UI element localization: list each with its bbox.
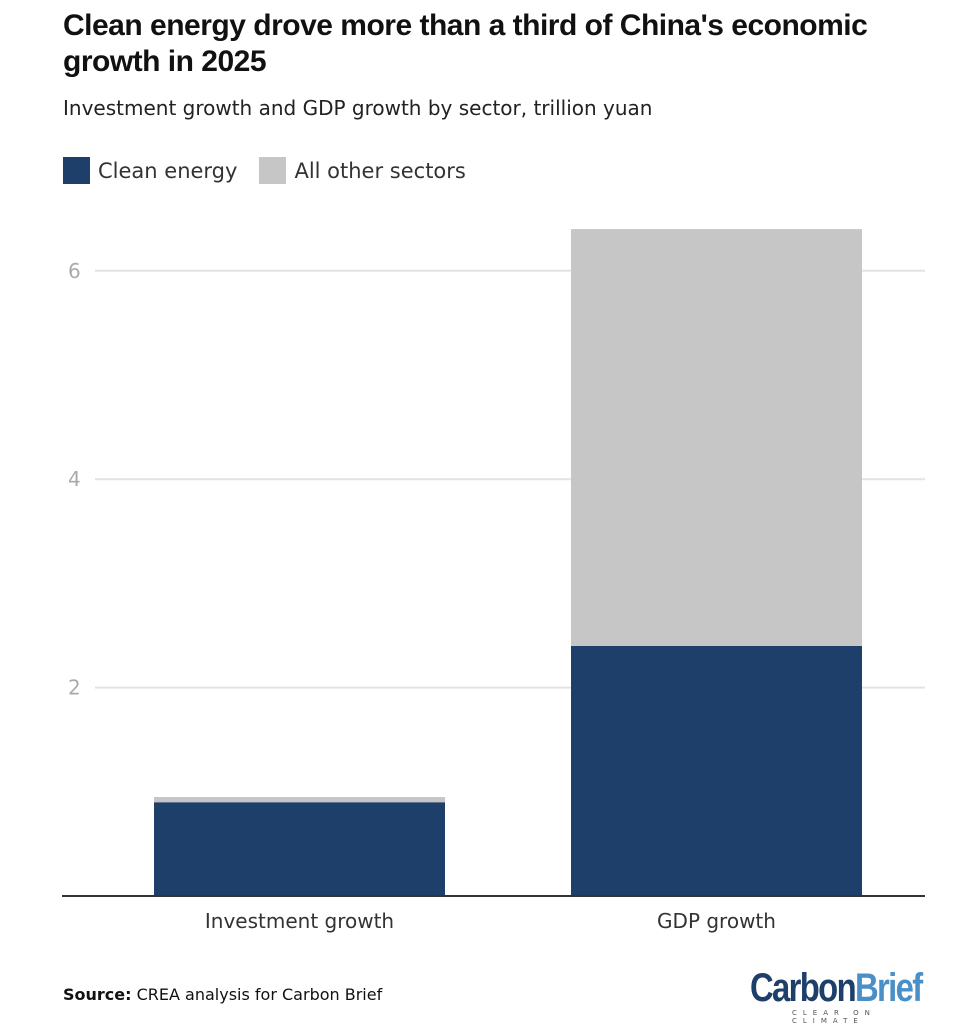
chart-title: Clean energy drove more than a third of … [63,9,868,78]
bar-clean-energy [571,645,862,896]
logo-part2: Brief [854,966,923,1010]
logo-part1: Carbon [750,966,857,1010]
bar-other-sectors [571,229,862,646]
y-tick-label: 4 [68,467,81,491]
bar-clean-energy [154,802,445,896]
carbon-brief-logo: CarbonBrief CLEAR ON CLIMATE [750,968,930,1024]
legend-swatch-clean-energy [63,157,90,184]
legend-item-other-sectors: All other sectors [259,157,466,184]
legend-label: All other sectors [294,158,466,183]
source-note: Source: CREA analysis for Carbon Brief [63,985,382,1004]
y-tick-label: 6 [68,259,81,283]
legend-label: Clean energy [98,158,238,183]
x-tick-label: Investment growth [205,909,394,933]
plot-area: 2 4 6 Investment growth GDP growth [62,229,925,933]
logo-tagline: CLEAR ON CLIMATE [792,1009,876,1024]
source-text: CREA analysis for Carbon Brief [136,985,383,1004]
source-label: Source: [63,985,132,1004]
legend-item-clean-energy: Clean energy [63,157,237,184]
y-tick-label: 2 [68,676,81,700]
legend: Clean energy All other sectors [63,157,466,184]
x-tick-label: GDP growth [657,909,776,933]
legend-swatch-other-sectors [259,157,287,184]
bar-other-sectors [154,797,445,803]
chart-subtitle: Investment growth and GDP growth by sect… [63,96,653,120]
